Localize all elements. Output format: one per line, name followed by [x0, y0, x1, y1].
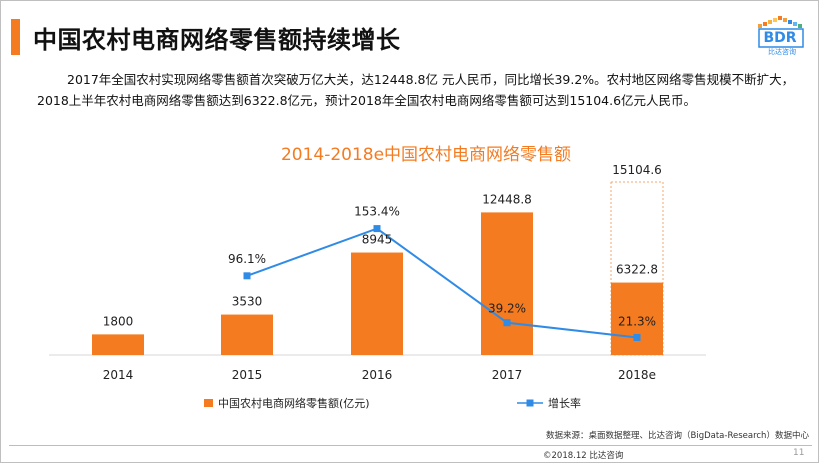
bdr-logo: BDR 比达咨询 — [758, 16, 804, 56]
x-tick-2014: 2014 — [103, 368, 134, 382]
rate-label-2015: 96.1% — [228, 252, 266, 266]
footer-divider — [9, 445, 812, 446]
bar-label-2017: 12448.8 — [482, 192, 532, 206]
bar-2017 — [481, 212, 533, 355]
summary-paragraph: 2017年全国农村实现网络零售额首次突破万亿大关，达12448.8亿 元人民币，… — [37, 72, 795, 108]
title-accent-bar — [11, 19, 20, 55]
legend-bar-swatch — [204, 399, 213, 407]
legend-line-label: 增长率 — [548, 396, 581, 410]
bar-2015 — [221, 314, 273, 355]
x-tick-2015: 2015 — [232, 368, 263, 382]
copyright: ©2018.12 比达咨询 — [543, 451, 624, 461]
source-note: 数据来源：桌面数据整理、比达咨询（BigData-Research）数据中心 — [546, 431, 809, 441]
rate-label-2018e: 21.3% — [618, 314, 656, 328]
bar-label-2015: 3530 — [232, 295, 263, 309]
bar-label-2014: 1800 — [103, 314, 134, 328]
bar-2016 — [351, 252, 403, 355]
bar-2014 — [92, 334, 144, 355]
legend-bar-label: 中国农村电商网络零售额(亿元) — [218, 396, 370, 410]
rate-point-2017 — [503, 319, 511, 327]
rate-label-2016: 153.4% — [354, 205, 400, 219]
chart-title: 2014-2018e中国农村电商网络零售额 — [281, 145, 571, 165]
bar-2018e — [611, 282, 663, 355]
logo-subtext: 比达咨询 — [768, 47, 796, 56]
bar-label-2016: 8945 — [362, 233, 393, 247]
bar-label-2018e: 6322.8 — [616, 263, 658, 277]
rate-point-2018e — [633, 333, 641, 341]
growth-rate-line — [246, 227, 638, 339]
x-tick-2017: 2017 — [492, 368, 523, 382]
forecast-label: 15104.6 — [612, 163, 662, 177]
rate-point-2015 — [243, 272, 251, 280]
x-tick-2016: 2016 — [362, 368, 393, 382]
rate-label-2017: 39.2% — [488, 302, 526, 316]
rate-point-2016 — [373, 225, 381, 233]
x-tick-2018e: 2018e — [618, 368, 656, 382]
page-number: 11 — [793, 448, 805, 458]
page-title: 中国农村电商网络零售额持续增长 — [33, 26, 401, 54]
legend-line-marker — [526, 399, 534, 407]
forecast-outline — [610, 181, 664, 356]
logo-text: BDR — [763, 30, 796, 46]
